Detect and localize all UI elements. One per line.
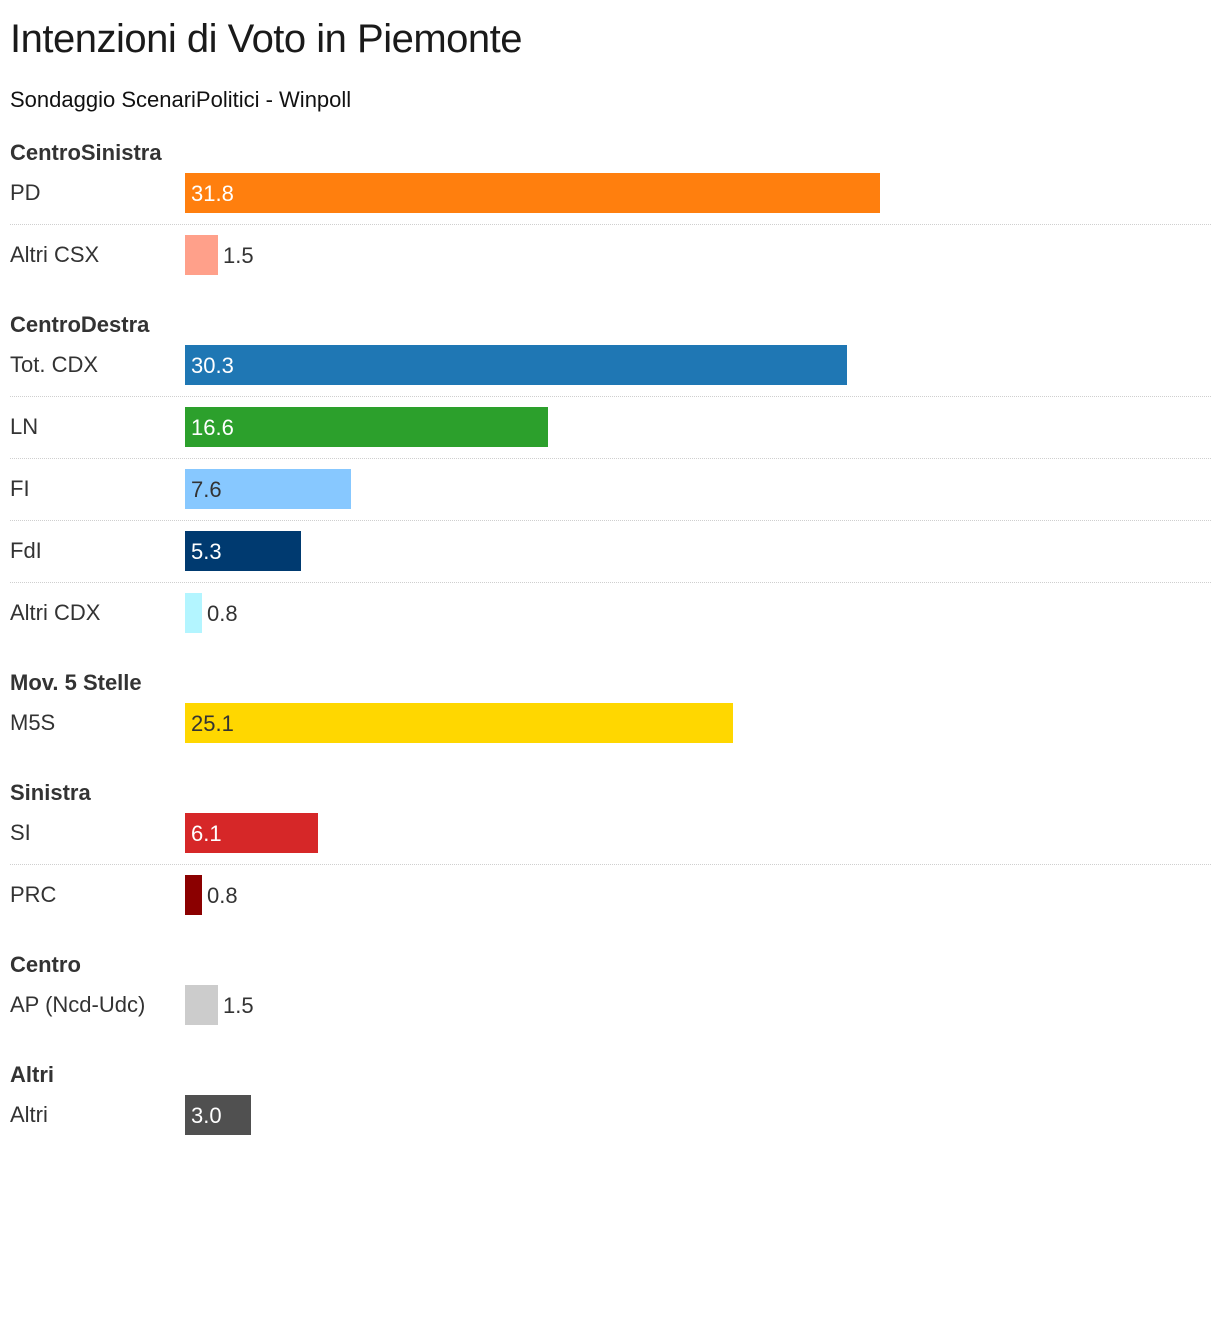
data-label: 3.0	[191, 1103, 222, 1128]
category-label: PRC	[10, 882, 57, 907]
bar	[185, 469, 351, 509]
bar	[185, 531, 301, 571]
bar	[185, 875, 202, 915]
group-title: CentroDestra	[10, 312, 150, 337]
data-label: 7.6	[191, 477, 222, 502]
chart-subtitle: Sondaggio ScenariPolitici - Winpoll	[10, 87, 352, 112]
category-label: Tot. CDX	[10, 352, 99, 377]
bar	[185, 407, 548, 447]
row-divider	[10, 396, 1211, 397]
bar	[185, 235, 218, 275]
chart-title: Intenzioni di Voto in Piemonte	[10, 17, 523, 61]
bar	[185, 703, 733, 743]
bar	[185, 985, 218, 1025]
category-label: M5S	[10, 710, 56, 735]
group-title: CentroSinistra	[10, 140, 162, 165]
data-label: 1.5	[223, 243, 254, 268]
category-label: FI	[10, 476, 30, 501]
category-label: AP (Ncd-Udc)	[10, 992, 146, 1017]
category-label: PD	[10, 180, 41, 205]
data-label: 1.5	[223, 993, 254, 1018]
group-title: Altri	[10, 1062, 54, 1087]
data-label: 5.3	[191, 539, 222, 564]
category-label: LN	[10, 414, 39, 439]
bar	[185, 593, 202, 633]
data-label: 16.6	[191, 415, 234, 440]
data-label: 0.8	[207, 601, 238, 626]
row-divider	[10, 224, 1211, 225]
data-label: 6.1	[191, 821, 222, 846]
data-label: 31.8	[191, 181, 234, 206]
category-label: Altri CSX	[10, 242, 100, 267]
data-label: 0.8	[207, 883, 238, 908]
bar	[185, 173, 880, 213]
category-label: Altri	[10, 1102, 48, 1127]
bar	[185, 1095, 251, 1135]
row-divider	[10, 458, 1211, 459]
category-label: Altri CDX	[10, 600, 101, 625]
row-divider	[10, 520, 1211, 521]
row-divider	[10, 864, 1211, 865]
row-divider	[10, 582, 1211, 583]
bar	[185, 813, 318, 853]
category-label: FdI	[10, 538, 42, 563]
data-label: 25.1	[191, 711, 234, 736]
data-label: 30.3	[191, 353, 234, 378]
group-title: Mov. 5 Stelle	[10, 670, 142, 695]
bar	[185, 345, 847, 385]
group-title: Centro	[10, 952, 81, 977]
group-title: Sinistra	[10, 780, 91, 805]
category-label: SI	[10, 820, 31, 845]
